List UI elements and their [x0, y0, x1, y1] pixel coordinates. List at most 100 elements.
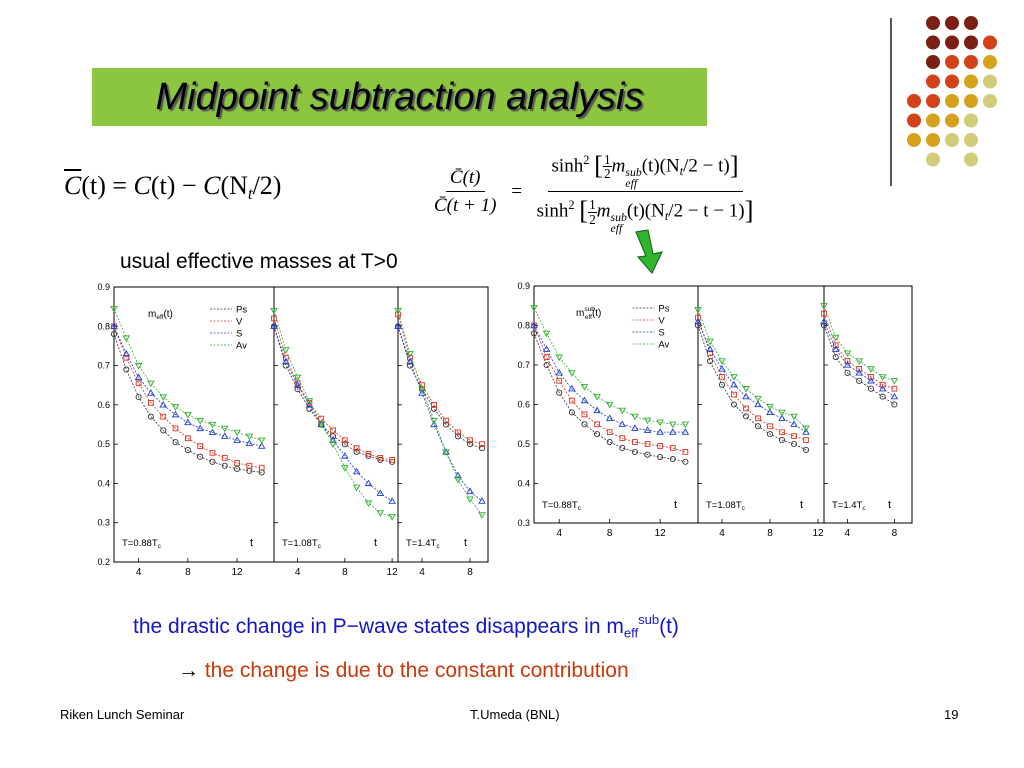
panel-temperature-label: T=0.88Tc	[122, 538, 162, 550]
data-point-av	[171, 404, 180, 411]
data-point-v	[123, 354, 130, 361]
data-point-av	[831, 334, 840, 342]
series-line-av	[823, 305, 895, 382]
data-point-av	[754, 395, 762, 403]
data-point-v	[821, 310, 827, 317]
data-point-s	[878, 384, 887, 392]
data-point-v	[556, 377, 563, 384]
series-line-av	[533, 307, 686, 425]
data-point-s	[388, 497, 396, 504]
data-point-av	[233, 429, 241, 437]
data-point-s	[890, 392, 899, 400]
decor-dot	[945, 74, 959, 89]
data-point-av	[110, 305, 118, 313]
data-point-v	[856, 366, 863, 372]
data-point-s	[855, 368, 863, 376]
x-axis-label: t	[674, 499, 677, 511]
data-point-s	[159, 400, 168, 408]
panel-temperature-label: T=1.4Tc	[406, 538, 440, 550]
decor-dot	[983, 35, 997, 50]
data-point-s	[245, 439, 254, 447]
decor-dot	[964, 113, 978, 128]
decor-dot	[926, 94, 940, 108]
decorative-dots-icon	[907, 16, 997, 167]
x-tick-label: 4	[419, 567, 425, 578]
decor-dot	[926, 152, 940, 167]
series-line-s	[697, 321, 807, 433]
data-point-v	[619, 435, 626, 441]
data-point-ps	[568, 409, 575, 416]
data-point-s	[605, 414, 614, 421]
y-tick-label: 0.4	[97, 478, 110, 488]
data-point-s	[568, 384, 576, 392]
data-point-s	[668, 428, 677, 435]
data-point-v	[657, 443, 664, 449]
y-tick-label: 0.5	[97, 439, 110, 449]
slide-title: Midpoint subtraction analysis	[155, 75, 644, 118]
legend-title: msub eff(t)	[576, 306, 601, 321]
data-point-ps	[669, 455, 676, 463]
decor-dot	[964, 152, 978, 167]
data-point-v	[365, 451, 372, 457]
data-point-ps	[766, 431, 774, 438]
data-point-v	[644, 441, 651, 447]
decor-dot	[964, 35, 978, 50]
data-point-s	[171, 410, 180, 418]
data-point-v	[160, 413, 167, 420]
data-point-v	[377, 455, 384, 461]
data-point-av	[364, 500, 373, 507]
x-tick-label: 4	[719, 528, 725, 539]
data-point-av	[159, 394, 168, 401]
data-point-s	[352, 467, 361, 475]
data-point-ps	[123, 366, 130, 373]
x-axis-label: t	[800, 499, 803, 511]
legend-title: meff(t)	[148, 309, 173, 321]
data-point-s	[394, 322, 402, 329]
data-point-av	[593, 393, 601, 401]
series-line-s	[533, 325, 686, 433]
data-point-av	[341, 465, 349, 472]
data-point-v	[719, 373, 725, 380]
ratio-lhs: C̄(t) C̄(t + 1)	[434, 167, 497, 217]
data-point-v	[221, 455, 228, 461]
data-point-av	[394, 307, 402, 315]
data-point-s	[778, 414, 786, 421]
y-tick-label: 0.9	[517, 281, 530, 291]
data-point-av	[208, 421, 217, 429]
data-point-v	[844, 358, 851, 364]
data-point-av	[257, 437, 266, 445]
data-point-v	[330, 427, 336, 434]
data-point-s	[329, 436, 337, 443]
series-line-s	[113, 326, 262, 447]
data-point-s	[282, 357, 290, 365]
data-point-v	[135, 380, 142, 387]
series-line-ps	[113, 334, 262, 473]
data-point-v	[707, 350, 713, 357]
decor-dot	[945, 133, 959, 147]
data-point-s	[694, 317, 702, 325]
data-point-v	[467, 437, 473, 444]
data-point-v	[258, 464, 265, 471]
data-point-v	[431, 402, 437, 408]
data-point-av	[147, 380, 155, 388]
data-point-ps	[802, 446, 810, 453]
data-point-ps	[879, 393, 886, 400]
panel-frame	[533, 285, 699, 524]
series-line-ps	[533, 333, 686, 463]
data-point-ps	[466, 441, 474, 448]
x-tick-label: 12	[387, 567, 399, 578]
data-point-av	[766, 403, 774, 411]
panel-frame	[397, 286, 489, 563]
data-point-s	[742, 392, 750, 400]
decor-dot	[926, 16, 940, 30]
data-point-s	[831, 345, 840, 352]
data-point-av	[790, 413, 798, 421]
legend-entry: V	[236, 317, 243, 328]
series-line-s	[397, 326, 483, 502]
data-point-av	[245, 433, 254, 441]
data-point-v	[868, 373, 874, 380]
series-line-v	[823, 313, 895, 390]
series-line-ps	[397, 326, 483, 449]
data-point-v	[455, 429, 461, 436]
data-point-av	[643, 417, 652, 425]
